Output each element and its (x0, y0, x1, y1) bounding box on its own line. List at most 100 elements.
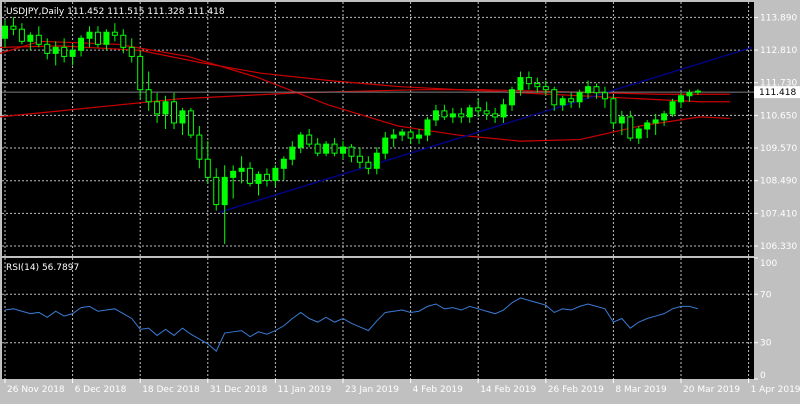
chart-symbol-label: USDJPY,Daily 111.452 111.515 111.328 111… (6, 7, 225, 17)
candle (44, 38, 51, 60)
candle (500, 98, 507, 123)
candle (551, 86, 558, 111)
time-tick-label: 23 Jan 2019 (345, 385, 399, 395)
candle-body (103, 31, 110, 45)
rsi-line (4, 297, 699, 352)
candle (111, 23, 118, 42)
candle (627, 110, 634, 142)
candle (18, 23, 25, 45)
candle (678, 92, 684, 108)
candle (272, 165, 279, 187)
time-tick-label: 31 Dec 2018 (210, 385, 268, 395)
candle (669, 98, 676, 117)
candle-body (432, 110, 439, 121)
candle-body (576, 92, 583, 103)
candle (635, 125, 642, 145)
candle-body (137, 55, 144, 91)
rsi-grid (2, 293, 754, 344)
candle (196, 125, 203, 169)
candle-body (449, 113, 456, 118)
candle (213, 168, 220, 211)
candle (686, 89, 693, 102)
candle (568, 92, 575, 108)
candle (2, 20, 8, 48)
candle-body (365, 161, 372, 169)
time-tick-label: 20 Mar 2019 (683, 385, 740, 395)
candle-body (120, 34, 127, 48)
candle-body (187, 110, 194, 136)
candle (652, 113, 659, 136)
candle-body (500, 104, 507, 118)
candle-body (145, 89, 152, 103)
candle-body (382, 137, 389, 154)
candle-body (399, 131, 406, 136)
candle-body (475, 107, 482, 112)
candle-body (111, 31, 118, 36)
candle-body (542, 86, 549, 91)
main-grid (2, 2, 754, 379)
candle (382, 132, 389, 160)
candle (399, 129, 406, 142)
candle (145, 71, 152, 111)
price-tick-label: 112.810 (760, 46, 797, 56)
candle-body (601, 92, 608, 100)
rsi-tick-label: 0 (760, 371, 766, 381)
candle-body (204, 158, 211, 178)
time-tick-label: 18 Dec 2018 (142, 385, 200, 395)
candle (424, 116, 431, 142)
price-tick-label: 113.890 (760, 13, 797, 23)
candle (280, 156, 287, 181)
candle (27, 32, 34, 51)
candle (542, 80, 549, 96)
candle (416, 129, 423, 145)
candle (323, 141, 330, 157)
candle (661, 110, 668, 126)
candle-body (196, 134, 203, 160)
candle-body (441, 110, 448, 118)
candle-body (627, 116, 634, 139)
candle (171, 92, 177, 129)
candle-body (509, 89, 515, 106)
candle-body (373, 152, 380, 169)
candle (483, 101, 490, 120)
candle (576, 89, 583, 108)
candle-body (568, 98, 575, 103)
candle-body (585, 86, 592, 94)
candle-body (162, 101, 169, 115)
candle (593, 83, 600, 99)
candle-body (610, 98, 617, 124)
candle-body (492, 113, 499, 118)
candle-body (686, 92, 693, 97)
candle (492, 107, 499, 123)
candle-body (297, 134, 304, 148)
candle (10, 17, 17, 36)
candle-body (280, 158, 287, 169)
candle (179, 107, 186, 136)
candle (238, 156, 245, 184)
candle-body (154, 101, 161, 115)
candle-body (86, 31, 93, 39)
price-label: 111.418 (759, 88, 796, 98)
price-tick-label: 111.730 (760, 79, 797, 89)
candle-body (10, 25, 17, 30)
time-tick-label: 26 Nov 2018 (7, 385, 65, 395)
candle-body (238, 167, 245, 172)
rsi-tick-label: 30 (760, 339, 772, 349)
rsi-tick-label: 70 (760, 290, 772, 300)
candle (314, 138, 321, 157)
candle-body (356, 155, 363, 163)
candle-body (466, 107, 473, 118)
candle-body (661, 113, 668, 121)
candle-body (348, 146, 355, 157)
trendline[interactable] (219, 46, 753, 213)
price-tick-label: 108.490 (760, 177, 797, 187)
candle (475, 98, 482, 117)
candle (221, 165, 228, 244)
candle-body (78, 37, 85, 51)
candle (517, 71, 524, 96)
candle (432, 104, 439, 126)
candle (120, 29, 127, 54)
candle-body (525, 77, 532, 85)
